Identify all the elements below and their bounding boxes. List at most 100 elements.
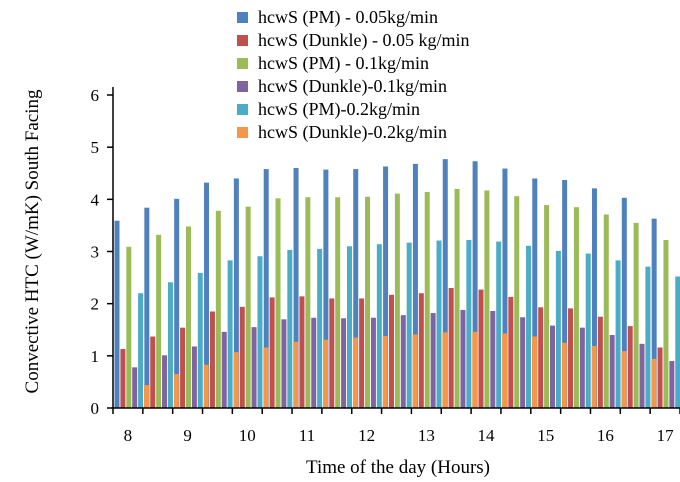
bar [376, 244, 382, 408]
bar [675, 276, 680, 408]
bar [383, 166, 389, 408]
bar [562, 180, 568, 408]
bar [532, 178, 538, 408]
bar [669, 361, 675, 408]
bar [311, 317, 317, 408]
bar [215, 210, 221, 408]
bar [520, 317, 526, 408]
bar [514, 196, 520, 408]
bar [442, 159, 448, 408]
bar [144, 385, 149, 408]
bar [406, 242, 412, 408]
bar [281, 319, 287, 408]
bar [251, 327, 257, 408]
bar [209, 311, 215, 408]
x-axis-title: Time of the day (Hours) [306, 457, 490, 478]
bar [418, 293, 424, 408]
bar [174, 198, 180, 408]
x-tick-label: 17 [657, 426, 675, 445]
bar [603, 214, 609, 408]
bar [138, 293, 144, 408]
bar [460, 309, 466, 408]
bar [454, 188, 460, 408]
bar [615, 260, 621, 408]
bar [657, 347, 663, 408]
legend-label: hcwS (Dunkle)-0.1kg/min [258, 76, 447, 97]
bar [352, 337, 358, 408]
bar [442, 332, 448, 408]
legend-swatch [237, 12, 248, 23]
bar [531, 336, 537, 408]
y-tick-label: 3 [91, 243, 100, 262]
bar [639, 343, 645, 408]
bar [287, 249, 293, 408]
bar [114, 220, 120, 408]
bar [555, 250, 561, 408]
x-tick-label: 11 [299, 426, 315, 445]
bar [317, 248, 323, 408]
bar [526, 245, 532, 408]
x-tick-label: 10 [239, 426, 256, 445]
bar [120, 349, 126, 408]
y-tick-label: 5 [91, 138, 100, 157]
bar [591, 345, 597, 408]
y-axis-ticks: 0 1 2 3 4 5 6 [91, 86, 113, 418]
bar [382, 336, 388, 408]
y-tick-label: 2 [91, 295, 100, 314]
bar [305, 197, 311, 408]
bar [203, 364, 209, 408]
bar [293, 341, 299, 408]
legend-swatch [237, 104, 248, 115]
bar [508, 296, 514, 408]
bar [269, 297, 275, 408]
bar [663, 240, 669, 408]
bar [370, 317, 376, 408]
bar [365, 196, 371, 408]
y-tick-label: 1 [91, 347, 100, 366]
legend-swatch [237, 127, 248, 138]
bar [502, 333, 508, 408]
bar [561, 342, 567, 408]
x-tick-label: 12 [358, 426, 375, 445]
bar [221, 331, 227, 408]
x-tick-label: 14 [478, 426, 496, 445]
bar [633, 222, 639, 408]
x-tick-label: 9 [183, 426, 192, 445]
bar [180, 327, 186, 408]
bar [239, 306, 245, 408]
legend-label: hcwS (Dunkle) - 0.05 kg/min [258, 30, 469, 51]
bar [568, 308, 574, 408]
bar [227, 260, 233, 408]
x-axis-ticks: 8 9 10 11 12 13 14 15 16 17 [112, 408, 680, 445]
bar [191, 346, 197, 408]
bar [621, 351, 627, 408]
bar [173, 374, 179, 408]
bar [323, 339, 329, 408]
bar [329, 298, 335, 408]
bar [466, 240, 472, 408]
bar [412, 163, 418, 408]
bar [400, 315, 406, 408]
x-tick-label: 13 [418, 426, 435, 445]
bar [544, 205, 550, 408]
bar [621, 197, 627, 408]
y-tick-label: 4 [91, 190, 100, 209]
bar [496, 241, 502, 408]
bar [293, 168, 299, 408]
bar [185, 226, 191, 408]
bar [436, 240, 442, 408]
bar [233, 178, 239, 408]
bar [275, 198, 281, 408]
bar [150, 336, 156, 408]
bar [197, 272, 203, 408]
bar [573, 207, 579, 408]
bar [478, 289, 484, 408]
bar [627, 326, 633, 408]
bar [484, 190, 490, 408]
bar [263, 169, 269, 408]
bar-group [114, 159, 680, 408]
bar [645, 266, 651, 408]
bar [609, 334, 615, 408]
